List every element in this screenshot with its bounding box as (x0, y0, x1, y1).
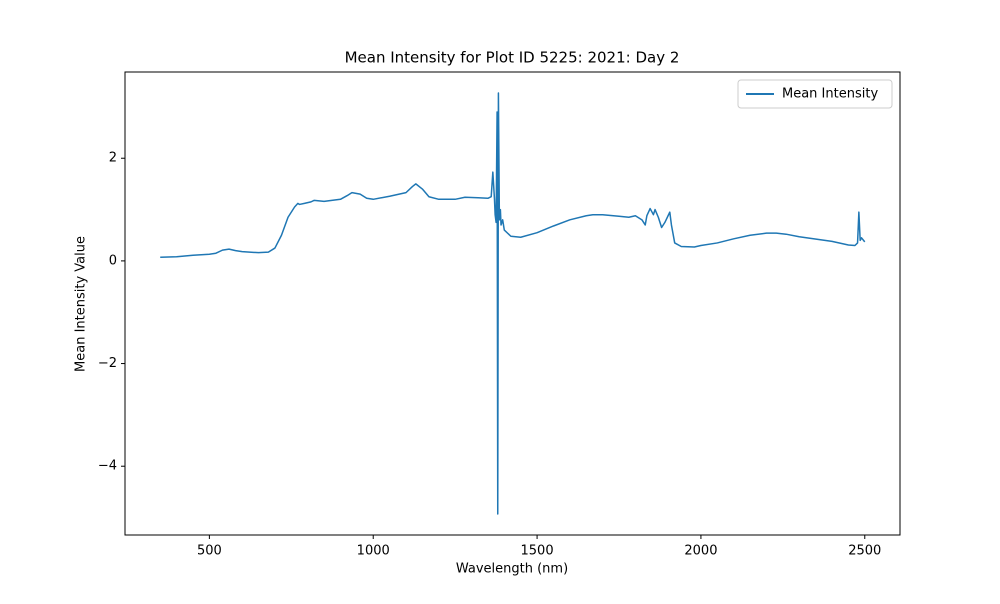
plot-frame (124, 71, 901, 536)
legend-box (737, 79, 893, 109)
y-tick-label: 0 (109, 253, 117, 268)
y-tick-label: −4 (98, 459, 117, 474)
x-tick-label: 1500 (521, 544, 554, 559)
y-tick-label: 2 (109, 151, 117, 166)
chart-title: Mean Intensity for Plot ID 5225: 2021: D… (345, 49, 680, 67)
x-tick-label: 500 (197, 544, 222, 559)
y-tick-label: −2 (98, 356, 117, 371)
x-tick-label: 2500 (848, 544, 881, 559)
x-axis-label: Wavelength (nm) (456, 562, 568, 577)
y-axis-label: Mean Intensity Value (74, 236, 89, 372)
data-line (160, 92, 866, 515)
x-tick-label: 2000 (684, 544, 717, 559)
legend-label: Mean Intensity (782, 87, 878, 102)
x-tick-label: 1000 (357, 544, 390, 559)
